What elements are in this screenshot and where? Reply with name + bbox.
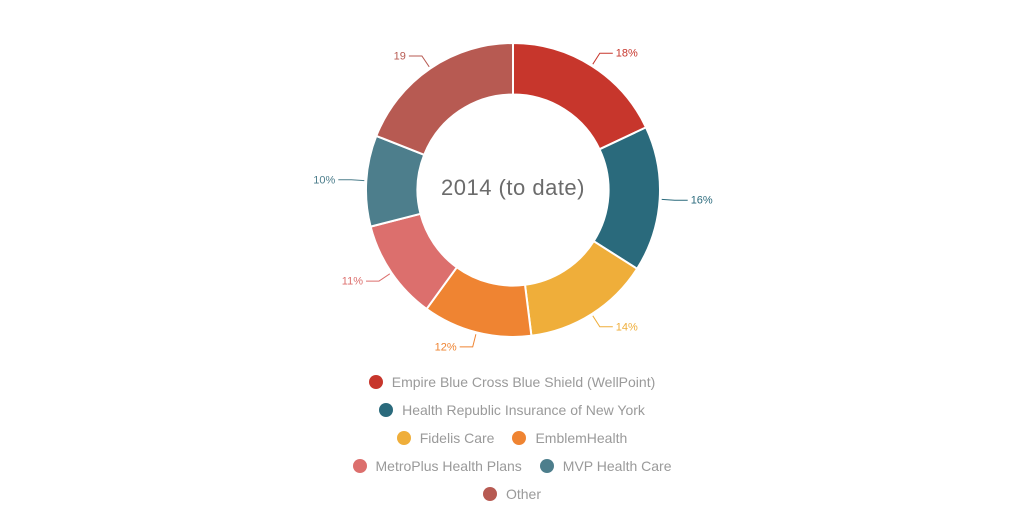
slice-leader-line bbox=[592, 52, 613, 65]
legend-row: Health Republic Insurance of New York bbox=[379, 402, 645, 418]
slice-percent-label: 19 bbox=[394, 51, 406, 63]
legend-label: Empire Blue Cross Blue Shield (WellPoint… bbox=[391, 374, 656, 390]
legend-swatch-icon bbox=[352, 459, 367, 473]
slice-leader-line bbox=[408, 55, 430, 68]
legend-row: Empire Blue Cross Blue Shield (WellPoint… bbox=[368, 374, 656, 390]
legend-row: Other bbox=[482, 486, 541, 502]
slice-percent-label: 10% bbox=[313, 174, 335, 186]
legend-label: MVP Health Care bbox=[562, 458, 672, 474]
slice-leader-line bbox=[459, 334, 477, 348]
slice-percent-label: 14% bbox=[616, 321, 638, 333]
slice-leader-line bbox=[661, 198, 688, 201]
slice-leader-line bbox=[338, 179, 365, 182]
legend-item: MVP Health Care bbox=[539, 458, 672, 474]
legend-item: Health Republic Insurance of New York bbox=[379, 402, 645, 418]
legend-item: Fidelis Care bbox=[396, 430, 495, 446]
legend-label: MetroPlus Health Plans bbox=[375, 458, 522, 474]
legend-swatch-icon bbox=[512, 431, 527, 445]
legend-swatch-icon bbox=[368, 375, 383, 389]
legend-item: Other bbox=[482, 486, 541, 502]
legend-swatch-icon bbox=[539, 459, 554, 473]
legend-row: MetroPlus Health Plans MVP Health Care bbox=[352, 458, 672, 474]
donut-chart: 18% 16% 14% 12% 11% 10% 19 bbox=[313, 42, 713, 353]
legend-item: MetroPlus Health Plans bbox=[352, 458, 522, 474]
legend-swatch-icon bbox=[482, 487, 497, 501]
donut-slice-6 bbox=[375, 42, 514, 156]
legend-swatch-icon bbox=[396, 431, 411, 445]
legend-item: EmblemHealth bbox=[512, 430, 627, 446]
legend-swatch-icon bbox=[379, 403, 394, 417]
legend-label: Fidelis Care bbox=[419, 430, 495, 446]
legend-item: Empire Blue Cross Blue Shield (WellPoint… bbox=[368, 374, 656, 390]
slice-percent-label: 16% bbox=[691, 195, 713, 207]
slice-percent-label: 12% bbox=[435, 341, 457, 353]
slice-percent-label: 18% bbox=[616, 48, 638, 60]
legend-label: EmblemHealth bbox=[535, 430, 628, 446]
slice-leader-line bbox=[592, 315, 613, 328]
chart-legend: Empire Blue Cross Blue Shield (WellPoint… bbox=[0, 374, 1024, 502]
slice-leader-line bbox=[366, 273, 391, 282]
chart-center-title: 2014 (to date) bbox=[441, 175, 585, 200]
slice-percent-label: 11% bbox=[342, 276, 363, 288]
legend-label: Other bbox=[505, 486, 541, 502]
legend-row: Fidelis Care EmblemHealth bbox=[396, 430, 627, 446]
legend-label: Health Republic Insurance of New York bbox=[402, 402, 645, 418]
